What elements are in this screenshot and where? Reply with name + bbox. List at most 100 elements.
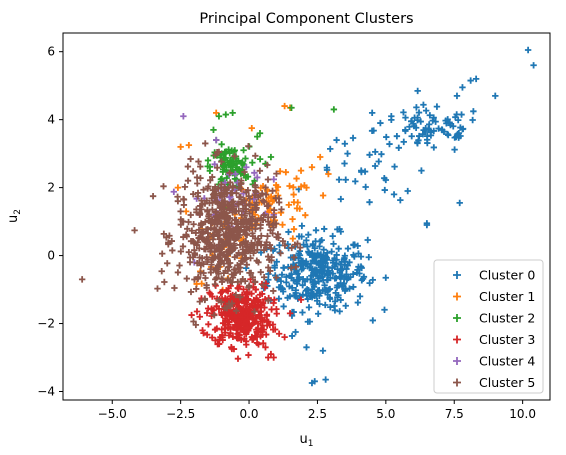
cluster-5-point [281, 242, 289, 249]
cluster-0-point [342, 285, 349, 293]
cluster-0-point [286, 293, 294, 300]
cluster-5-point [224, 236, 232, 244]
cluster-3-point [229, 309, 237, 316]
cluster-5-point [264, 161, 271, 169]
cluster-4-point [251, 169, 258, 177]
cluster-3-point [225, 332, 233, 339]
cluster-0-point [294, 277, 301, 285]
x-tick-label: −2.5 [166, 407, 195, 421]
cluster-5-point [200, 186, 207, 193]
cluster-3-point [249, 336, 256, 343]
cluster-5-point [216, 214, 223, 222]
cluster-5-point [220, 231, 228, 238]
cluster-5-point [190, 318, 197, 325]
cluster-0-point [469, 116, 476, 124]
cluster-0-point [337, 195, 345, 203]
cluster-5-point [205, 211, 213, 218]
legend-marker-cluster-5 [453, 378, 461, 387]
cluster-5-point [204, 258, 211, 266]
y-tick-label: 4 [47, 113, 55, 127]
cluster-0-point [273, 258, 280, 265]
cluster-5-point [246, 195, 254, 202]
cluster-5-point [247, 254, 254, 262]
cluster-3-point [231, 324, 238, 331]
cluster-5-point [264, 176, 272, 183]
cluster-3-point [259, 340, 267, 347]
cluster-0-point [423, 221, 431, 229]
cluster-0-point [316, 260, 323, 267]
cluster-5-point [214, 164, 221, 171]
cluster-3-point [257, 308, 264, 316]
cluster-3-point [219, 319, 227, 327]
cluster-0-point [413, 104, 420, 111]
cluster-5-point [218, 199, 225, 207]
cluster-0-point [321, 287, 329, 295]
cluster-0-point [455, 134, 462, 141]
cluster-5-point [269, 187, 276, 194]
cluster-5-point [204, 185, 211, 192]
cluster-2-point [256, 130, 264, 137]
cluster-1-point [302, 211, 309, 219]
cluster-2-point [242, 155, 249, 162]
cluster-5-point [196, 202, 204, 210]
cluster-0-point [366, 151, 373, 159]
cluster-0-point [358, 167, 365, 174]
cluster-0-point [426, 112, 434, 119]
cluster-5-point [269, 230, 276, 237]
cluster-5-point [166, 232, 173, 239]
cluster-0-point [307, 260, 315, 267]
x-tick-label: −5.0 [98, 407, 127, 421]
cluster-0-point [342, 176, 349, 183]
cluster-5-point [259, 216, 266, 224]
cluster-3-point [224, 288, 232, 295]
cluster-0-point [312, 227, 320, 234]
cluster-5-point [193, 285, 200, 293]
cluster-5-point [220, 208, 227, 216]
cluster-3-point [208, 334, 216, 341]
cluster-5-point [259, 197, 267, 204]
cluster-0-point [302, 258, 310, 265]
cluster-5-point [245, 142, 252, 150]
cluster-3-point [258, 325, 265, 333]
legend-label-cluster-0: Cluster 0 [479, 268, 535, 283]
cluster-3-point [234, 284, 241, 292]
cluster-0-point [383, 133, 390, 141]
cluster-0-point [368, 127, 376, 134]
cluster-5-point [233, 307, 240, 315]
cluster-5-point [180, 218, 187, 225]
cluster-5-point [207, 224, 215, 232]
legend-marker-cluster-0 [453, 271, 461, 279]
cluster-0-point [302, 287, 310, 294]
cluster-5-point [288, 244, 295, 252]
cluster-5-point [253, 204, 260, 212]
cluster-0-point [271, 262, 278, 269]
data-points [78, 46, 537, 387]
cluster-3-point [265, 318, 272, 326]
x-tick-label: 0.0 [239, 407, 258, 421]
cluster-5-point [241, 212, 248, 219]
cluster-0-point [395, 144, 402, 151]
cluster-0-point [524, 46, 532, 54]
cluster-5-point [232, 291, 240, 299]
cluster-0-point [298, 222, 306, 230]
cluster-3-point [234, 335, 241, 342]
cluster-0-point [299, 281, 306, 289]
cluster-0-point [320, 277, 327, 284]
cluster-3-point [263, 312, 271, 320]
cluster-3-point [273, 305, 280, 313]
cluster-1-point [319, 192, 327, 199]
cluster-5-point [251, 191, 259, 199]
cluster-2-point [204, 157, 212, 164]
cluster-5-point [198, 221, 206, 228]
cluster-0-point [354, 242, 361, 250]
x-tick-label: 5.0 [376, 407, 395, 421]
cluster-5-point [202, 218, 209, 226]
cluster-0-point [492, 92, 499, 100]
cluster-3-point [218, 288, 226, 296]
cluster-5-point [221, 198, 229, 205]
x-axis-label-sub: 1 [308, 439, 314, 449]
cluster-0-point [458, 111, 465, 118]
cluster-0-point [298, 266, 305, 273]
cluster-5-point [194, 193, 202, 200]
cluster-5-point [258, 190, 266, 197]
